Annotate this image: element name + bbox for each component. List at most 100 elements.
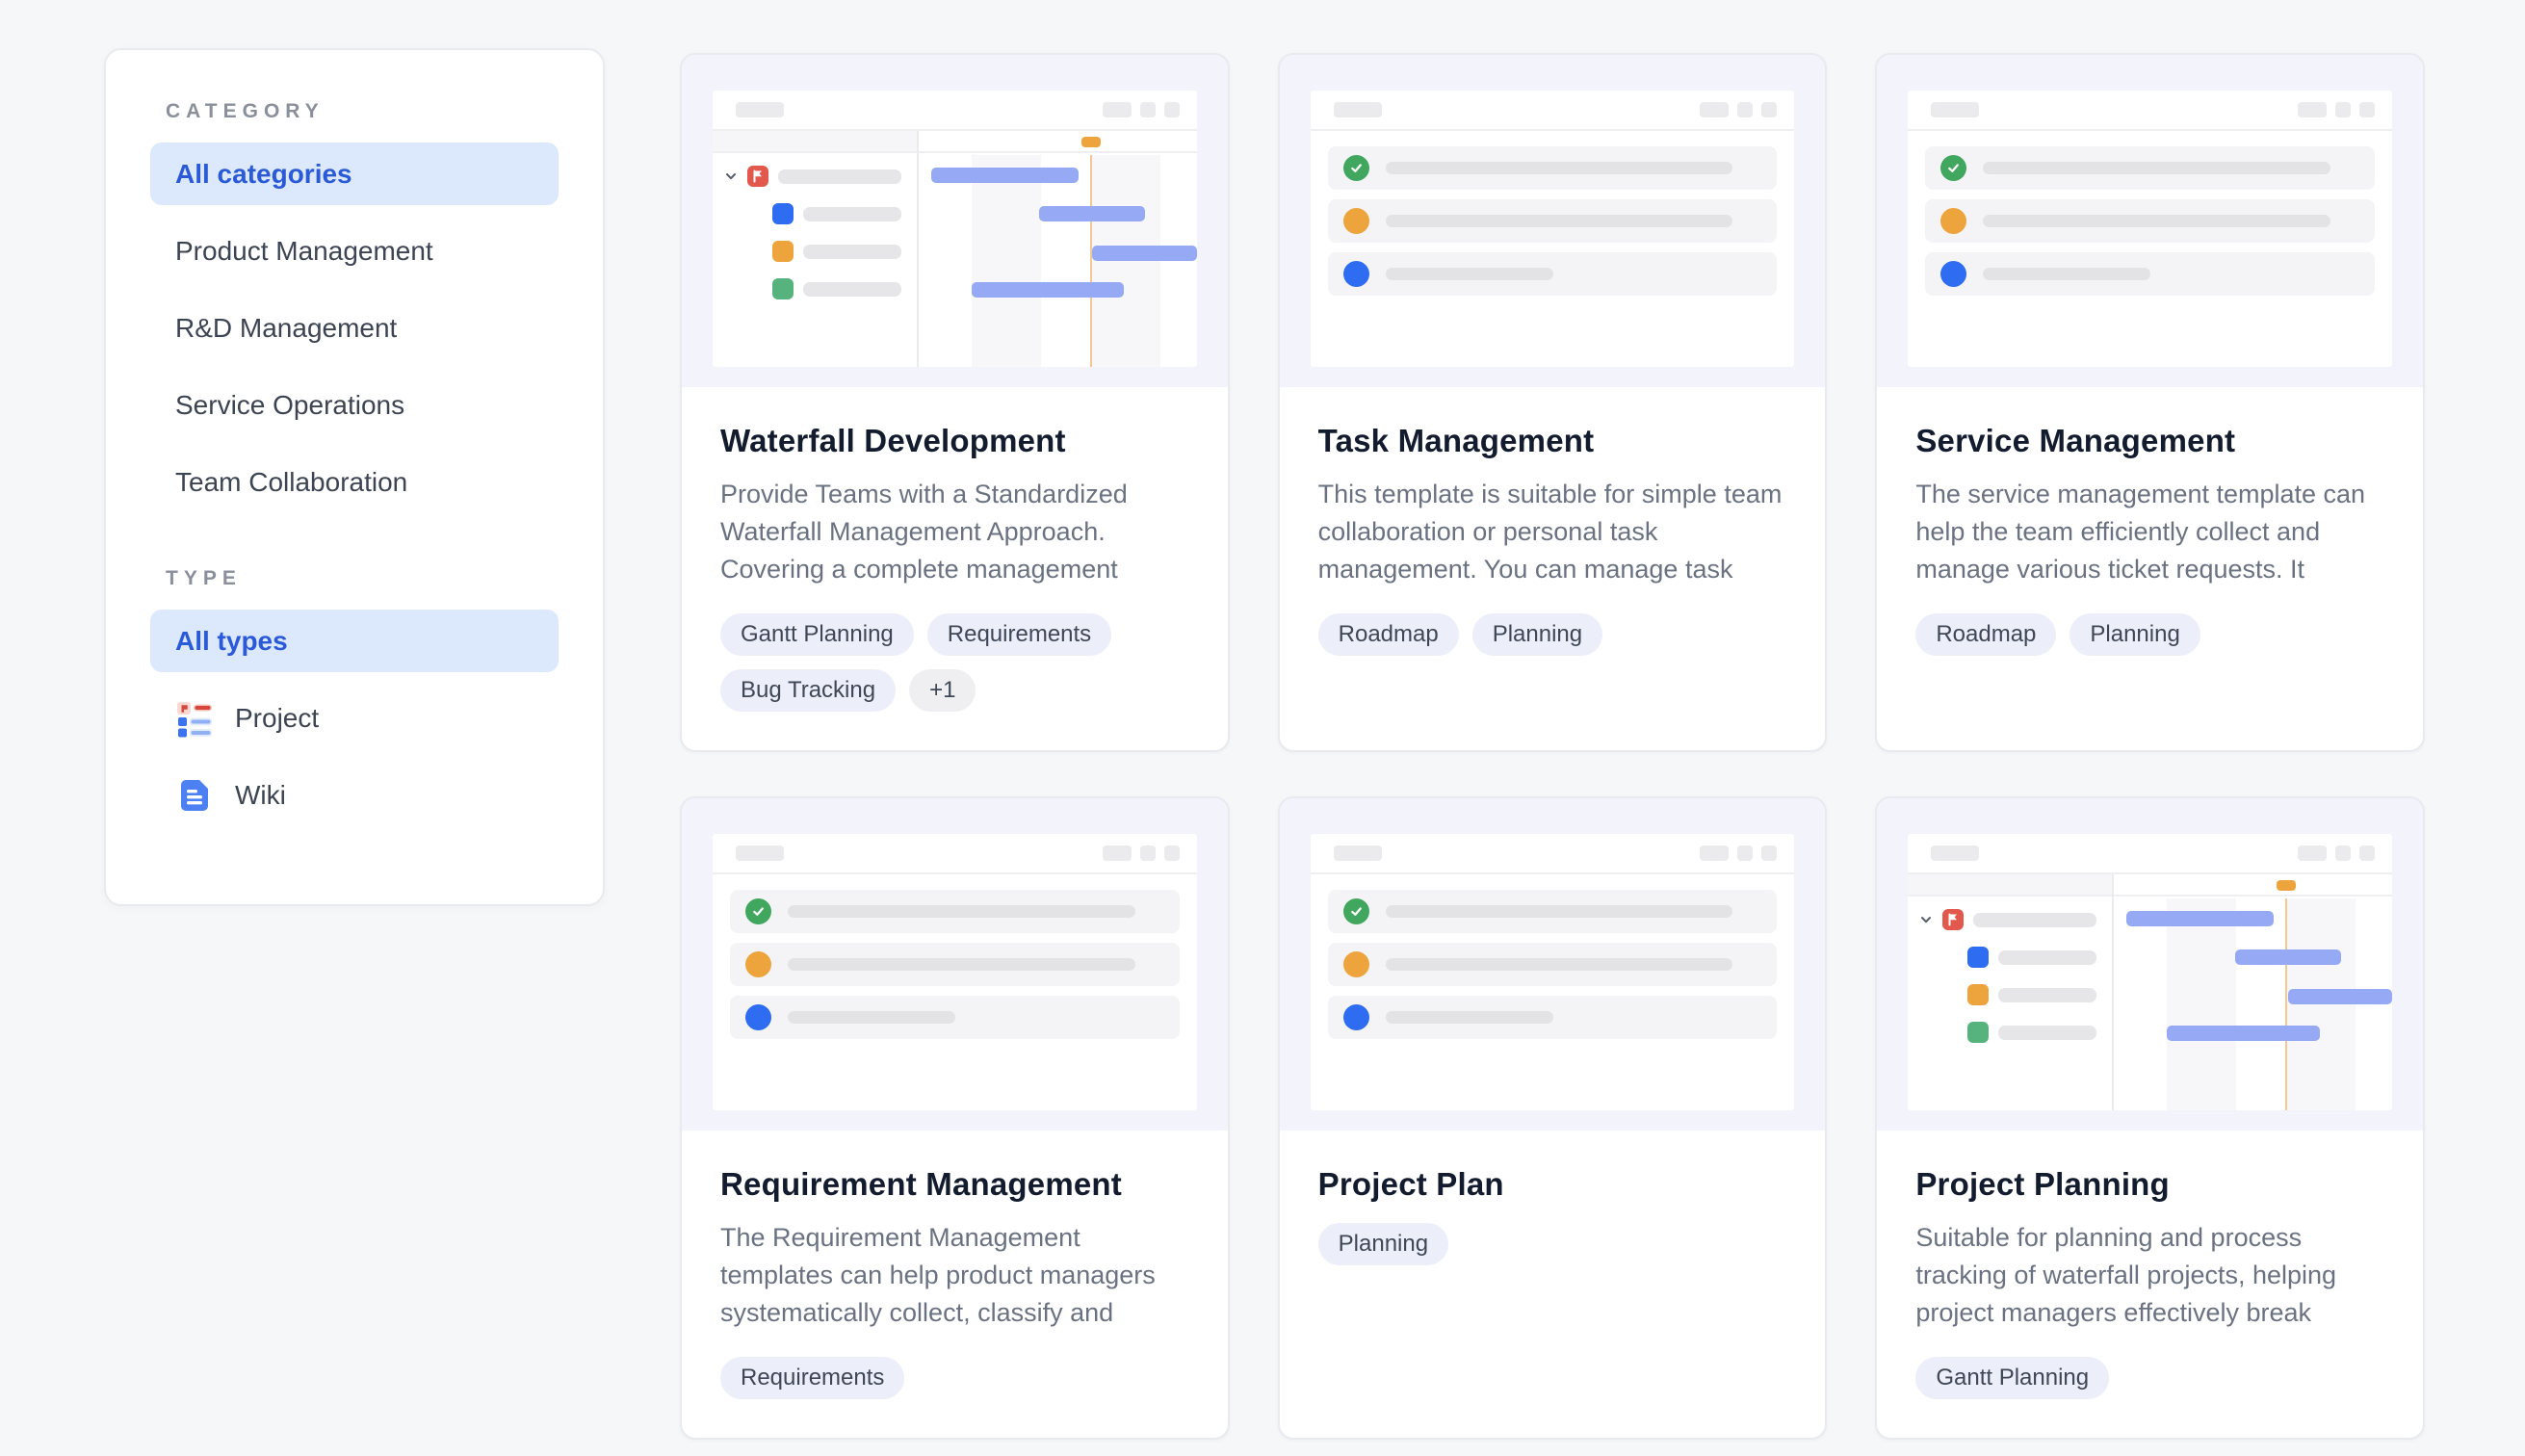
tag-requirements: Requirements bbox=[926, 613, 1112, 656]
tasklist-mock-panel bbox=[713, 834, 1197, 1110]
flag-icon bbox=[1942, 909, 1965, 930]
mock-gantt-task-list bbox=[713, 131, 919, 367]
blue-status-icon bbox=[745, 1004, 771, 1030]
mock-gantt-bar bbox=[2234, 949, 2341, 965]
template-thumbnail bbox=[682, 55, 1228, 387]
sidebar-type-all-types[interactable]: All types bbox=[150, 610, 559, 672]
blue-status-icon bbox=[1342, 1004, 1369, 1030]
mock-gantt-chart bbox=[2113, 874, 2392, 1110]
template-card-task-management[interactable]: Task Management This template is suitabl… bbox=[1277, 53, 1828, 752]
mock-task-row bbox=[1327, 146, 1778, 190]
wiki-document-icon bbox=[175, 776, 214, 815]
mock-gantt-stripe bbox=[971, 155, 1041, 367]
mock-text-bar bbox=[1385, 1011, 1553, 1024]
tag-planning: Planning bbox=[1471, 613, 1603, 656]
template-description: The Requirement Management templates can… bbox=[720, 1223, 1156, 1327]
mock-text-bar bbox=[1973, 912, 2096, 927]
mock-text-bar bbox=[778, 169, 901, 184]
mock-window-toolbar bbox=[1908, 91, 2392, 131]
mock-task-row bbox=[772, 278, 901, 299]
mock-title-pill bbox=[736, 845, 784, 861]
mock-toolbar-button bbox=[1761, 102, 1778, 117]
template-title: Task Management bbox=[1317, 423, 1595, 458]
tag-planning: Planning bbox=[2069, 613, 2200, 656]
template-card-project-plan[interactable]: Project Plan Planning bbox=[1277, 796, 1828, 1440]
template-description: Suitable for planning and process tracki… bbox=[1915, 1223, 2337, 1327]
tag-more-count: +1 bbox=[909, 669, 976, 712]
mock-text-bar bbox=[1998, 1025, 2096, 1040]
mock-gantt-bar bbox=[971, 282, 1125, 298]
mock-toolbar-button bbox=[2335, 102, 2351, 117]
mock-text-bar bbox=[788, 905, 1135, 918]
mock-text-bar bbox=[1385, 215, 1733, 227]
template-card-waterfall-development[interactable]: Waterfall Development Provide Teams with… bbox=[680, 53, 1230, 752]
mock-gantt-stripe bbox=[2166, 898, 2237, 1110]
mock-text-bar bbox=[1983, 268, 2151, 280]
template-tag-list: Planning bbox=[1317, 1223, 1449, 1265]
sidebar-category-r-d-management[interactable]: R&D Management bbox=[175, 312, 398, 343]
template-card-body: Task Management This template is suitabl… bbox=[1280, 387, 1826, 750]
mock-title-pill bbox=[1931, 845, 1980, 861]
orange-task-icon bbox=[772, 241, 794, 262]
mock-gantt-bar bbox=[2287, 989, 2392, 1004]
gantt-mock-panel bbox=[1908, 834, 2392, 1110]
template-card-requirement-management[interactable]: Requirement Management The Requirement M… bbox=[680, 796, 1230, 1440]
mock-gantt-task-list bbox=[1908, 874, 2114, 1110]
mock-toolbar-button bbox=[1139, 102, 1156, 117]
mock-toolbar-button bbox=[1163, 845, 1180, 861]
mock-gantt-bar bbox=[2125, 911, 2275, 926]
chevron-down-icon bbox=[724, 169, 738, 183]
mock-toolbar-button bbox=[2335, 845, 2351, 861]
mock-gantt-body bbox=[713, 131, 1197, 367]
check-circle-icon bbox=[1342, 898, 1369, 924]
sidebar-category-team-collaboration[interactable]: Team Collaboration bbox=[175, 466, 408, 497]
tag-bug-tracking: Bug Tracking bbox=[720, 669, 897, 712]
mock-title-pill bbox=[1931, 102, 1980, 117]
template-thumbnail bbox=[682, 798, 1228, 1131]
type-list: All types Project Wiki bbox=[150, 610, 559, 826]
tag-roadmap: Roadmap bbox=[1317, 613, 1459, 656]
mock-window-toolbar bbox=[1310, 91, 1795, 131]
template-thumbnail bbox=[1877, 55, 2423, 387]
tag-roadmap: Roadmap bbox=[1915, 613, 2057, 656]
cards-row-1: Waterfall Development Provide Teams with… bbox=[680, 53, 2425, 752]
template-card-service-management[interactable]: Service Management The service managemen… bbox=[1875, 53, 2425, 752]
mock-task-rows bbox=[1908, 131, 2392, 367]
mock-task-row bbox=[1925, 252, 2375, 296]
mock-gantt-bar bbox=[1039, 206, 1146, 221]
mock-toolbar-button bbox=[1737, 845, 1754, 861]
template-tag-list: Gantt Planning bbox=[1915, 1357, 2110, 1399]
mock-task-row bbox=[1967, 947, 2096, 968]
template-description: Provide Teams with a Standardized Waterf… bbox=[720, 480, 1128, 584]
mock-toolbar-pill bbox=[1102, 845, 1132, 861]
mock-gantt-list-header bbox=[713, 131, 917, 153]
template-card-project-planning[interactable]: Project Planning Suitable for planning a… bbox=[1875, 796, 2425, 1440]
blue-task-icon bbox=[772, 203, 794, 224]
template-thumbnail bbox=[1279, 798, 1826, 1131]
mock-gantt-body bbox=[1908, 874, 2392, 1110]
tag-planning: Planning bbox=[1317, 1223, 1449, 1265]
sidebar-category-service-operations[interactable]: Service Operations bbox=[175, 389, 405, 420]
mock-task-row bbox=[772, 203, 901, 224]
mock-task-row bbox=[730, 943, 1180, 986]
mock-window-toolbar bbox=[1310, 834, 1795, 874]
template-thumbnail bbox=[1877, 798, 2423, 1131]
sidebar-type-project[interactable]: Project bbox=[150, 687, 559, 749]
orange-status-icon bbox=[745, 951, 771, 977]
sidebar-item-label: Project bbox=[235, 702, 320, 733]
mock-task-rows bbox=[1311, 131, 1795, 367]
sidebar-type-wiki[interactable]: Wiki bbox=[150, 764, 559, 826]
mock-toolbar-pill bbox=[1102, 102, 1132, 117]
mock-toolbar-pill bbox=[1700, 102, 1730, 117]
mock-task-row bbox=[1327, 252, 1778, 296]
check-circle-icon bbox=[745, 898, 771, 924]
mock-text-bar bbox=[1998, 987, 2096, 1002]
mock-task-rows bbox=[713, 874, 1197, 1110]
sidebar-category-product-management[interactable]: Product Management bbox=[175, 235, 433, 266]
today-marker-icon bbox=[1080, 137, 1101, 147]
check-circle-icon bbox=[1940, 155, 1967, 181]
template-card-body: Project Planning Suitable for planning a… bbox=[1877, 1131, 2423, 1438]
mock-task-row bbox=[1925, 199, 2375, 243]
sidebar-category-all-categories[interactable]: All categories bbox=[150, 143, 559, 205]
